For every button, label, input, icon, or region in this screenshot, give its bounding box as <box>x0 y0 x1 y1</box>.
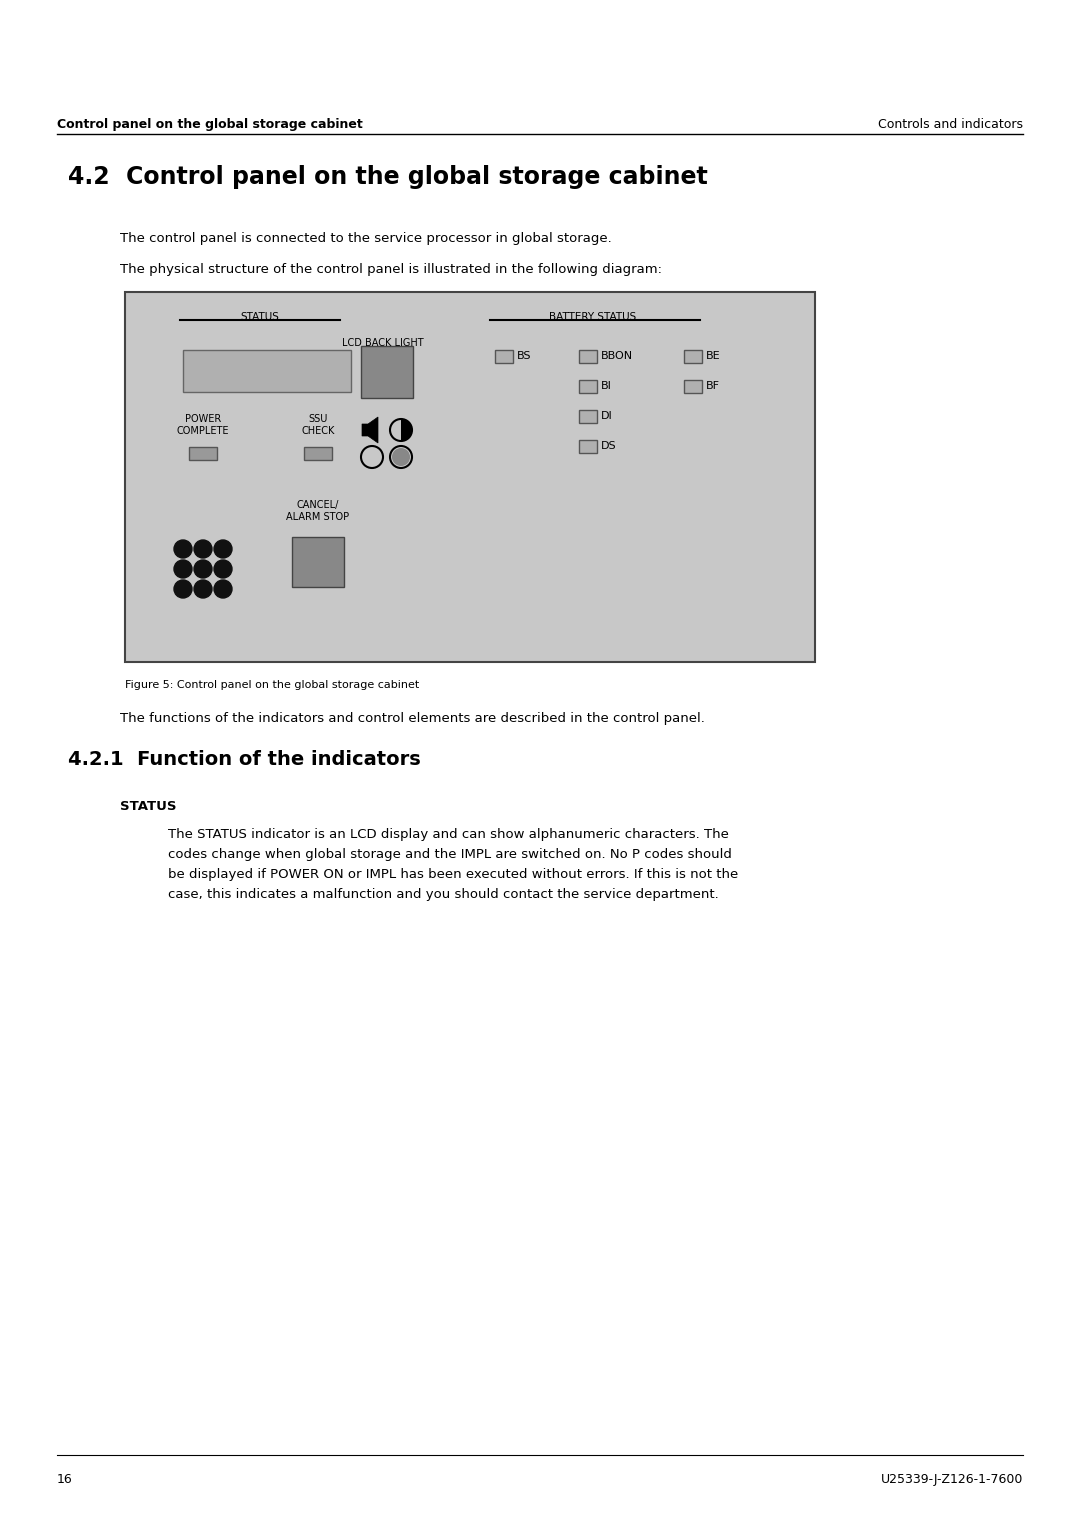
Circle shape <box>194 560 212 578</box>
Text: codes change when global storage and the IMPL are switched on. No P codes should: codes change when global storage and the… <box>168 848 732 862</box>
Text: BATTERY STATUS: BATTERY STATUS <box>550 313 636 322</box>
Circle shape <box>214 580 232 598</box>
Text: 4.2  Control panel on the global storage cabinet: 4.2 Control panel on the global storage … <box>68 165 707 189</box>
Text: 4.2.1  Function of the indicators: 4.2.1 Function of the indicators <box>68 750 421 769</box>
Text: The control panel is connected to the service processor in global storage.: The control panel is connected to the se… <box>120 232 611 246</box>
Bar <box>579 380 597 393</box>
Circle shape <box>174 560 192 578</box>
Text: CANCEL/
ALARM STOP: CANCEL/ ALARM STOP <box>286 500 350 522</box>
Text: SSU
CHECK: SSU CHECK <box>301 413 335 436</box>
Text: The STATUS indicator is an LCD display and can show alphanumeric characters. The: The STATUS indicator is an LCD display a… <box>168 828 729 840</box>
Text: Controls and indicators: Controls and indicators <box>878 117 1023 131</box>
Text: DS: DS <box>600 441 617 451</box>
Circle shape <box>214 540 232 558</box>
Text: The physical structure of the control panel is illustrated in the following diag: The physical structure of the control pa… <box>120 262 662 276</box>
Bar <box>361 346 413 398</box>
Text: Control panel on the global storage cabinet: Control panel on the global storage cabi… <box>57 117 363 131</box>
Text: BI: BI <box>600 381 612 390</box>
Circle shape <box>174 580 192 598</box>
Bar <box>189 447 217 461</box>
Bar <box>579 441 597 453</box>
Text: BF: BF <box>706 381 720 390</box>
Bar <box>183 351 351 392</box>
Text: BBON: BBON <box>600 351 633 361</box>
Text: DI: DI <box>600 412 612 421</box>
Bar <box>125 291 815 662</box>
Circle shape <box>194 540 212 558</box>
Bar <box>684 351 702 363</box>
Circle shape <box>194 580 212 598</box>
Bar <box>495 351 513 363</box>
Text: case, this indicates a malfunction and you should contact the service department: case, this indicates a malfunction and y… <box>168 888 719 901</box>
Text: be displayed if POWER ON or IMPL has been executed without errors. If this is no: be displayed if POWER ON or IMPL has bee… <box>168 868 739 881</box>
Text: U25339-J-Z126-1-7600: U25339-J-Z126-1-7600 <box>880 1473 1023 1485</box>
Bar <box>579 351 597 363</box>
Circle shape <box>214 560 232 578</box>
Polygon shape <box>362 416 378 442</box>
Bar <box>579 410 597 422</box>
Text: POWER
COMPLETE: POWER COMPLETE <box>177 413 229 436</box>
Text: 16: 16 <box>57 1473 72 1485</box>
Text: STATUS: STATUS <box>120 801 176 813</box>
Text: The functions of the indicators and control elements are described in the contro: The functions of the indicators and cont… <box>120 712 705 724</box>
Circle shape <box>174 540 192 558</box>
Text: STATUS: STATUS <box>241 313 280 322</box>
Bar <box>684 380 702 393</box>
Text: BS: BS <box>517 351 531 361</box>
Polygon shape <box>401 419 411 441</box>
Text: BE: BE <box>706 351 720 361</box>
Bar <box>303 447 332 461</box>
Text: LCD BACK LIGHT: LCD BACK LIGHT <box>342 339 423 348</box>
Text: Figure 5: Control panel on the global storage cabinet: Figure 5: Control panel on the global st… <box>125 680 419 689</box>
Bar <box>292 537 345 587</box>
Circle shape <box>392 448 410 467</box>
